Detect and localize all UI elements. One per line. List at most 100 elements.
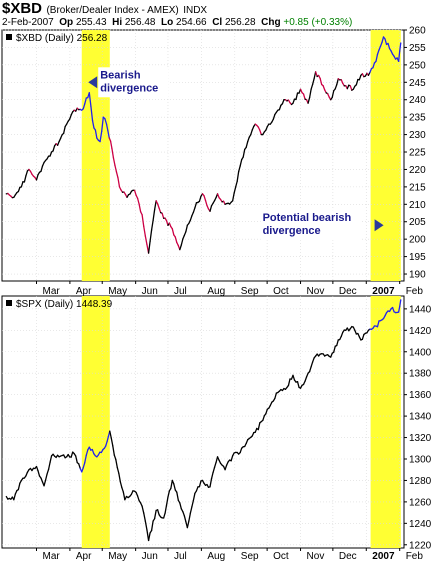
price-segment xyxy=(265,125,268,131)
price-segment xyxy=(224,464,228,471)
price-segment xyxy=(308,88,312,99)
price-segment xyxy=(121,486,125,493)
price-segment xyxy=(165,496,169,506)
price-segment xyxy=(239,447,243,454)
spx-panel: 1220 1240 1260 1280 1300 1320 1340 1360 1380 1400… xyxy=(1,295,432,562)
y-tick-label: 1260 xyxy=(409,497,432,508)
x-tick-label: Jul xyxy=(174,286,187,297)
x-tick-label: Oct xyxy=(273,286,289,297)
y-tick-label: 260 xyxy=(409,26,426,37)
price-segment xyxy=(44,473,48,481)
price-segment xyxy=(292,98,296,104)
y-tick-label: 1440 xyxy=(409,304,432,315)
price-segment xyxy=(20,181,24,188)
price-segment xyxy=(25,471,29,477)
price-segment xyxy=(179,502,182,510)
price-segment xyxy=(274,392,278,400)
price-segment xyxy=(236,170,240,183)
price-segment xyxy=(81,467,84,473)
price-segment xyxy=(399,299,402,308)
y-tick-label: 1380 xyxy=(409,369,432,380)
price-segment xyxy=(397,305,401,313)
x-tick-label: Dec xyxy=(339,286,357,297)
y-tick-label: 200 xyxy=(409,235,426,246)
x-tick-label: May xyxy=(108,551,127,562)
price-segment xyxy=(259,129,262,136)
price-segment xyxy=(136,495,140,502)
price-segment xyxy=(35,465,39,472)
xbd-plot-frame xyxy=(1,29,405,282)
price-segment xyxy=(235,180,238,188)
price-segment xyxy=(150,219,154,231)
x-tick-label: Sep xyxy=(241,286,259,297)
price-segment xyxy=(209,205,213,212)
price-segment xyxy=(292,374,296,381)
spx-price-line xyxy=(5,299,402,542)
y-tick-label: 230 xyxy=(409,130,426,141)
price-segment xyxy=(375,53,379,63)
price-segment xyxy=(372,62,376,69)
price-segment xyxy=(105,440,108,447)
price-segment xyxy=(233,186,237,194)
price-segment xyxy=(136,197,140,205)
price-segment xyxy=(118,472,121,483)
price-segment xyxy=(180,238,184,246)
price-segment xyxy=(150,520,154,532)
spx-y-axis: 1220 1240 1260 1280 1300 1320 1340 1360 1380 1400… xyxy=(404,304,432,551)
arrow-right-icon xyxy=(374,219,384,232)
y-tick-label: 1420 xyxy=(409,326,432,337)
price-segment xyxy=(265,408,268,415)
y-tick-label: 220 xyxy=(409,165,426,176)
price-segment xyxy=(330,352,333,358)
price-segment xyxy=(35,174,39,181)
price-segment xyxy=(109,140,113,150)
y-tick-label: 195 xyxy=(409,252,426,263)
price-segment xyxy=(130,490,134,496)
low-label: Lo xyxy=(161,17,174,28)
price-segment xyxy=(84,454,87,464)
price-segment xyxy=(88,92,92,107)
xbd-gridlines xyxy=(2,29,404,281)
x-tick-label: Mar xyxy=(42,551,60,562)
price-segment xyxy=(174,236,178,244)
price-segment xyxy=(183,515,187,523)
price-segment xyxy=(113,454,117,461)
price-segment xyxy=(114,164,118,173)
price-segment xyxy=(40,477,44,483)
price-segment xyxy=(296,380,300,389)
price-segment xyxy=(170,479,173,490)
price-segment xyxy=(336,339,339,347)
price-segment xyxy=(230,455,234,462)
price-segment xyxy=(209,478,213,488)
highlight-band xyxy=(370,30,401,281)
price-segment xyxy=(173,483,176,491)
price-segment xyxy=(186,520,190,529)
price-segment xyxy=(171,228,175,236)
price-segment xyxy=(245,140,249,148)
price-segment xyxy=(310,361,314,368)
price-segment xyxy=(152,209,156,222)
price-segment xyxy=(281,99,285,105)
price-segment xyxy=(242,148,246,158)
price-segment xyxy=(115,458,118,469)
ticker-description: (Broker/Dealer Index - AMEX) xyxy=(46,5,179,16)
price-segment xyxy=(17,482,21,491)
price-segment xyxy=(349,85,353,91)
price-segment xyxy=(46,468,50,475)
price-segment xyxy=(195,486,199,492)
price-segment xyxy=(304,376,308,382)
price-segment xyxy=(355,78,359,86)
price-segment xyxy=(158,207,162,214)
price-segment xyxy=(210,471,214,480)
y-tick-label: 225 xyxy=(409,148,426,159)
y-tick-label: 1400 xyxy=(409,347,432,358)
price-segment xyxy=(163,512,166,519)
price-segment xyxy=(198,195,202,202)
annotation-text: Potential bearish xyxy=(263,212,352,224)
x-tick-label: Aug xyxy=(207,551,225,562)
close-label: Cl xyxy=(212,17,223,28)
change-value: +0.85 (+0.33%) xyxy=(283,17,353,28)
price-segment xyxy=(378,45,382,51)
price-segment xyxy=(62,125,66,134)
